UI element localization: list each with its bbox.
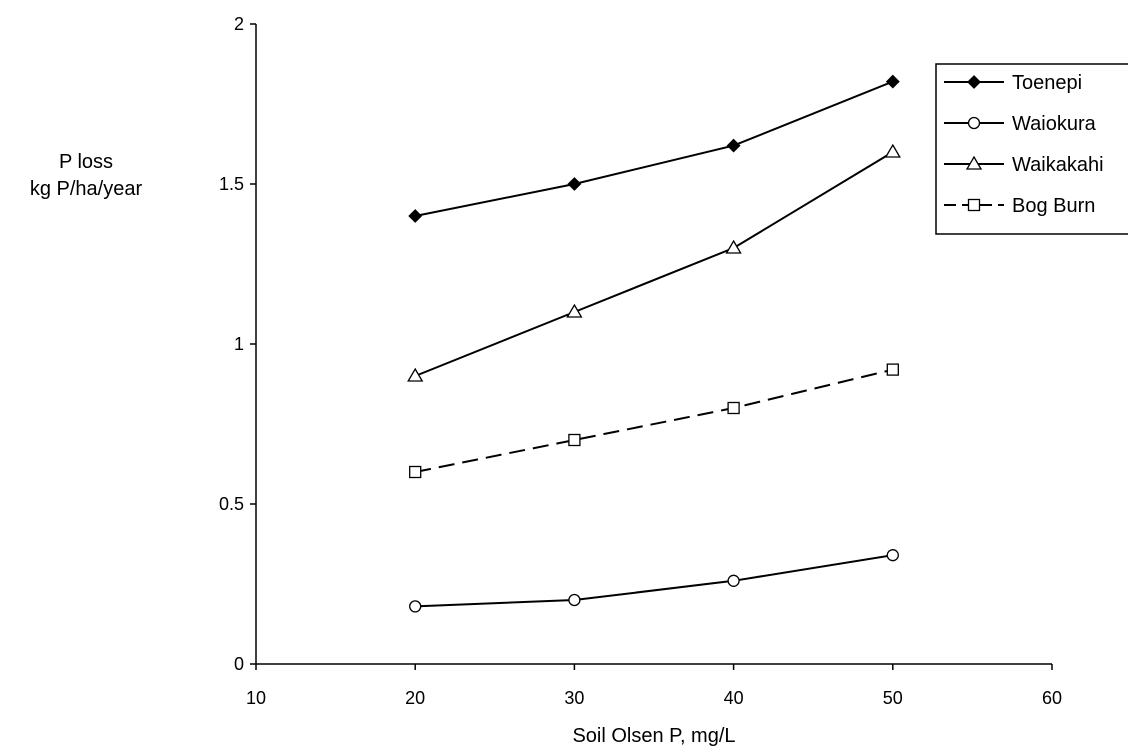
- series-line-toenepi: [415, 80, 894, 217]
- x-axis-title: Soil Olsen P, mg/L: [572, 725, 735, 747]
- x-tick-label: 40: [724, 688, 744, 708]
- y-tick-label: 2: [234, 14, 244, 34]
- series-line-bog-burn: [415, 368, 894, 473]
- data-point-waikakahi: [407, 367, 424, 382]
- x-tick-label: 20: [405, 688, 425, 708]
- series-bog-burn: [409, 363, 899, 479]
- legend-label-toenepi: Toenepi: [1012, 72, 1082, 94]
- legend-item-bog-burn: Bog Burn: [944, 195, 1095, 217]
- data-point-toenepi: [408, 209, 423, 223]
- axes: 10 20 30 40 50 60 0 0.5 1 1.5 2: [219, 14, 1062, 708]
- data-point-waiokura: [886, 549, 899, 562]
- legend-label-waiokura: Waiokura: [1012, 113, 1097, 135]
- series-waiokura: [409, 549, 899, 613]
- y-tick-label: 0: [234, 654, 244, 674]
- legend-item-toenepi: Toenepi: [944, 72, 1082, 94]
- data-point-waiokura: [727, 574, 740, 587]
- legend-items: Toenepi Waiokura Waikakahi Bog Burn: [944, 72, 1104, 217]
- y-tick-label: 1.5: [219, 174, 244, 194]
- data-point-waiokura: [568, 593, 581, 607]
- x-ticks: 10 20 30 40 50 60: [246, 664, 1062, 708]
- data-point-waikakahi: [884, 143, 901, 158]
- legend-marker-toenepi: [967, 75, 981, 89]
- legend-marker-bog-burn: [967, 198, 981, 212]
- data-point-bog-burn: [409, 465, 422, 479]
- series-waikakahi: [407, 143, 901, 382]
- y-tick-label: 1: [234, 334, 244, 354]
- x-tick-label: 60: [1042, 688, 1062, 708]
- data-point-toenepi: [567, 177, 582, 191]
- y-tick-label: 0.5: [219, 494, 244, 514]
- y-axis-title-line-2: kg P/ha/year: [30, 178, 143, 200]
- data-point-waiokura: [409, 600, 422, 613]
- legend-label-bog-burn: Bog Burn: [1012, 195, 1095, 217]
- x-tick-label: 50: [883, 688, 903, 708]
- data-point-waikakahi: [566, 303, 583, 318]
- legend-item-waikakahi: Waikakahi: [944, 154, 1104, 176]
- y-axis-title-line-1: P loss: [59, 151, 113, 173]
- data-point-toenepi: [726, 138, 741, 153]
- data-point-bog-burn: [727, 401, 740, 415]
- y-ticks: 0 0.5 1 1.5 2: [219, 14, 256, 674]
- legend-item-waiokura: Waiokura: [944, 113, 1097, 135]
- x-tick-label: 30: [564, 688, 584, 708]
- legend-label-waikakahi: Waikakahi: [1012, 154, 1104, 176]
- data-point-toenepi: [885, 74, 900, 89]
- series-toenepi: [408, 74, 900, 223]
- data-point-bog-burn: [886, 363, 899, 376]
- series-layer: [407, 74, 901, 613]
- x-tick-label: 10: [246, 688, 266, 708]
- legend-marker-waikakahi: [965, 155, 983, 170]
- series-line-waikakahi: [414, 151, 894, 377]
- data-point-bog-burn: [568, 433, 581, 447]
- legend: Toenepi Waiokura Waikakahi Bog Burn: [935, 63, 1128, 235]
- series-line-waiokura: [415, 554, 893, 608]
- legend-marker-waiokura: [967, 116, 981, 130]
- y-axis-title: P loss kg P/ha/year: [30, 151, 143, 200]
- data-point-waikakahi: [725, 239, 742, 254]
